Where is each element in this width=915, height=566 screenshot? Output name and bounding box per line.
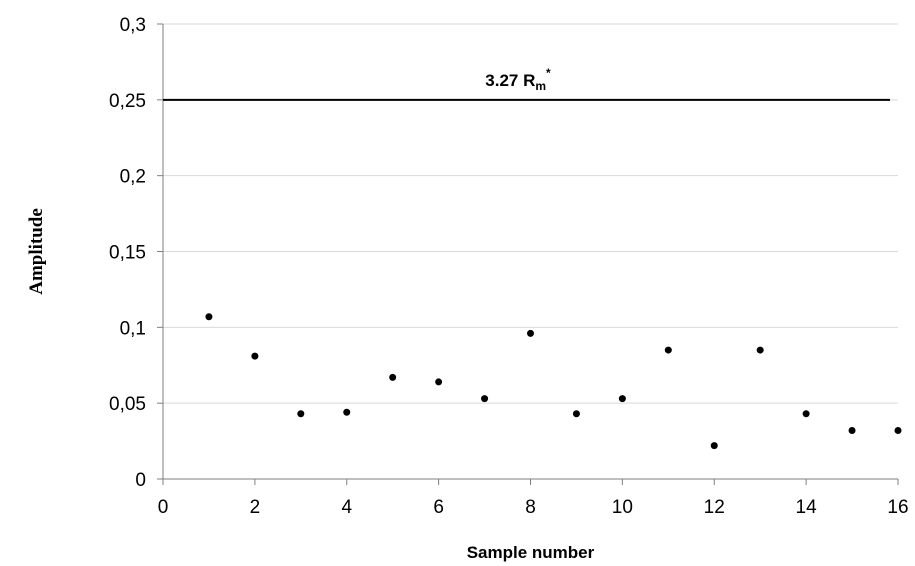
reference-line-label: 3.27 Rm* bbox=[485, 66, 551, 93]
data-point bbox=[251, 352, 259, 360]
data-points bbox=[205, 313, 902, 450]
data-point bbox=[848, 426, 856, 434]
x-tick-label: 2 bbox=[250, 497, 261, 518]
x-tick-label: 10 bbox=[612, 497, 633, 518]
y-axis-label: Amplitude bbox=[26, 208, 47, 295]
x-tick-label: 6 bbox=[433, 497, 444, 518]
data-point bbox=[389, 373, 397, 381]
data-point bbox=[343, 408, 351, 416]
data-point bbox=[664, 346, 672, 354]
reference-label-superscript: * bbox=[546, 66, 551, 80]
data-point bbox=[527, 329, 534, 337]
y-tick-label: 0,2 bbox=[120, 167, 146, 188]
data-point bbox=[802, 410, 810, 418]
data-point bbox=[205, 313, 213, 321]
data-point bbox=[481, 395, 489, 403]
y-tick-label: 0,1 bbox=[120, 318, 146, 339]
data-point bbox=[756, 346, 764, 354]
reference-label-main: 3.27 R bbox=[485, 71, 535, 90]
data-point bbox=[710, 442, 718, 450]
y-axis-ticks: 0 0,05 0,1 0,15 0,2 0,25 0,3 bbox=[109, 15, 163, 491]
x-tick-label: 14 bbox=[796, 497, 818, 518]
x-axis-label: Sample number bbox=[467, 543, 595, 562]
data-point bbox=[618, 395, 626, 403]
reference-label-subscript: m bbox=[535, 79, 546, 93]
data-point bbox=[297, 410, 305, 418]
data-point bbox=[435, 378, 443, 386]
y-tick-label: 0,05 bbox=[109, 394, 146, 415]
y-tick-label: 0 bbox=[135, 470, 146, 491]
x-tick-label: 12 bbox=[704, 497, 725, 518]
x-axis-ticks: 0 2 4 6 8 10 12 14 16 bbox=[158, 479, 909, 518]
x-tick-label: 0 bbox=[158, 497, 169, 518]
y-tick-label: 0,3 bbox=[120, 15, 146, 36]
x-tick-label: 4 bbox=[341, 497, 352, 518]
data-point bbox=[894, 426, 902, 434]
x-tick-label: 16 bbox=[887, 497, 908, 518]
y-tick-label: 0,15 bbox=[109, 243, 146, 264]
data-point bbox=[572, 410, 580, 418]
y-tick-label: 0,25 bbox=[109, 91, 146, 112]
x-tick-label: 8 bbox=[525, 497, 536, 518]
